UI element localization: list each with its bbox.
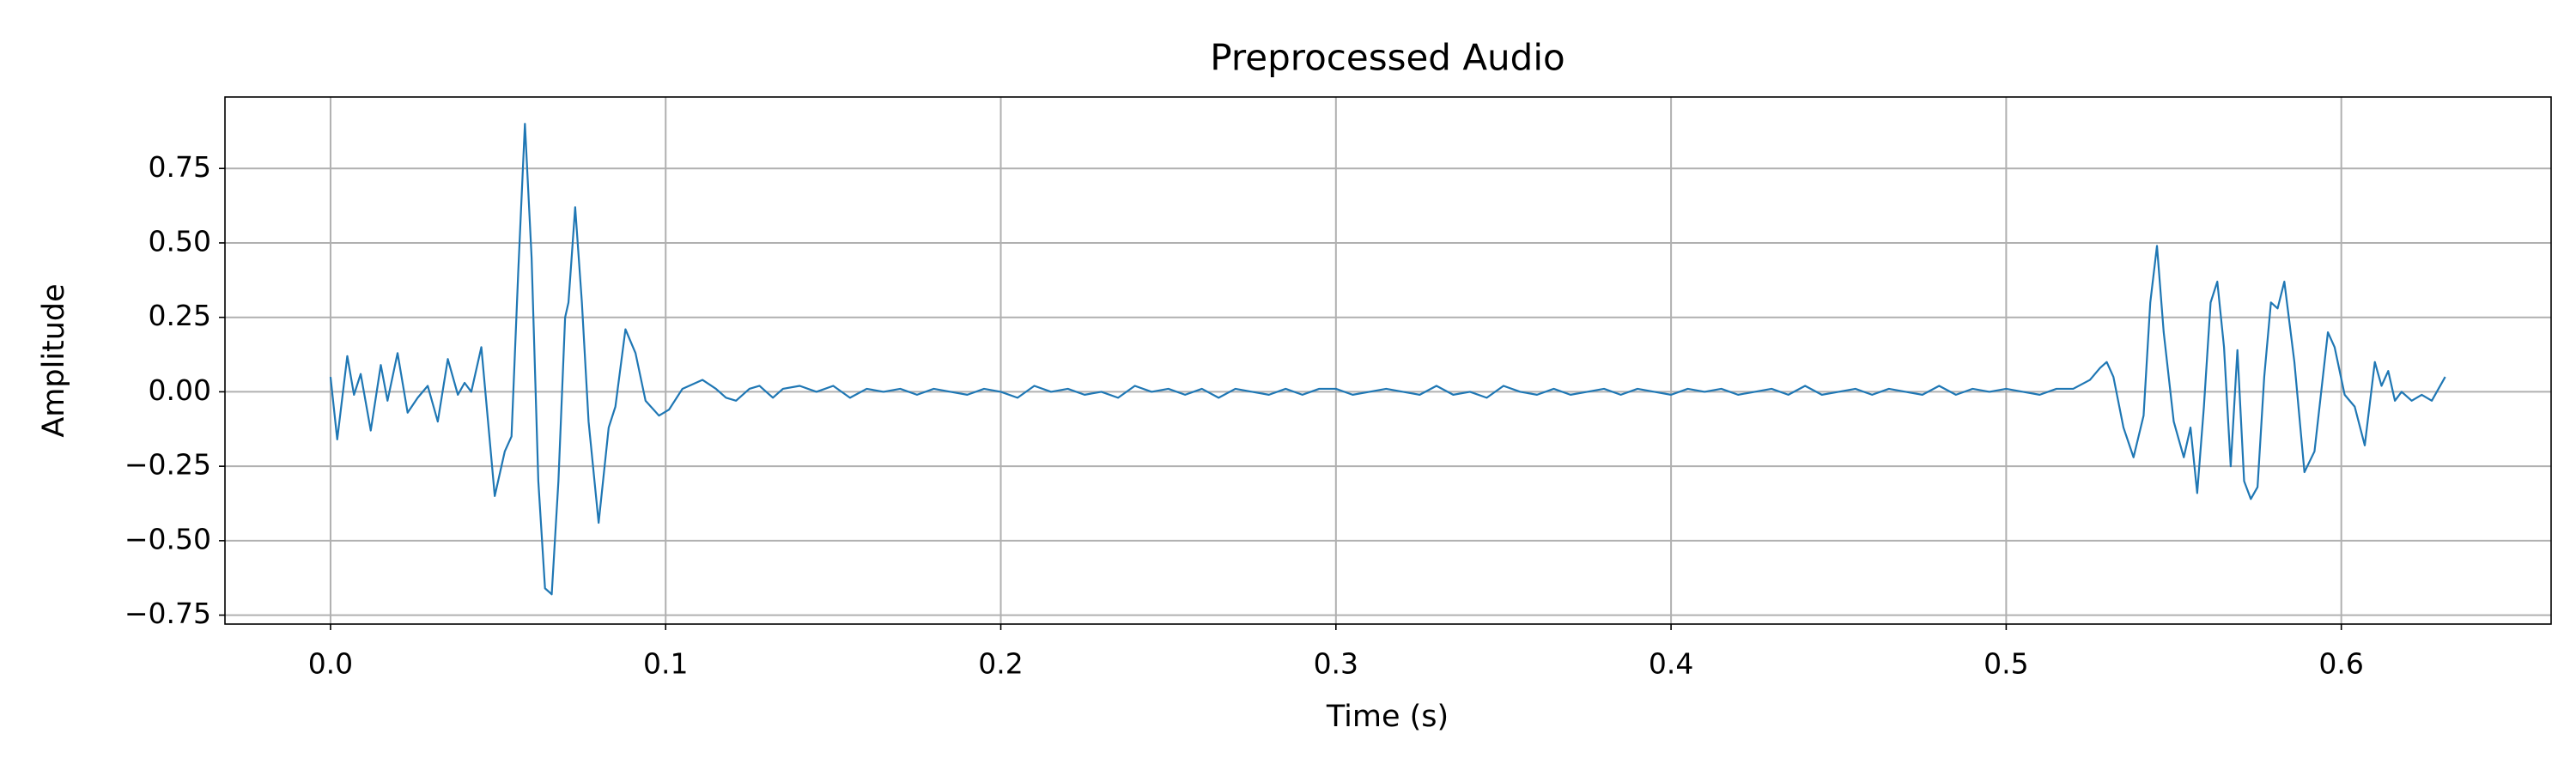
chart-title: Preprocessed Audio <box>1210 37 1564 79</box>
y-tick-label: −0.75 <box>125 597 211 630</box>
y-tick-label: −0.25 <box>125 448 211 482</box>
x-axis-label: Time (s) <box>1326 700 1449 734</box>
y-tick-label: 0.00 <box>149 373 211 407</box>
y-tick-label: −0.50 <box>125 522 211 555</box>
x-tick-label: 0.0 <box>308 647 353 681</box>
y-axis-label: Amplitude <box>37 283 71 437</box>
x-tick-label: 0.4 <box>1649 647 1693 681</box>
x-tick-label: 0.2 <box>978 647 1023 681</box>
y-tick-label: 0.25 <box>149 299 211 332</box>
x-tick-label: 0.5 <box>1984 647 2028 681</box>
x-tick-label: 0.6 <box>2318 647 2363 681</box>
x-tick-label: 0.1 <box>643 647 688 681</box>
y-tick-label: 0.50 <box>149 224 211 258</box>
x-tick-label: 0.3 <box>1314 647 1358 681</box>
plot-frame <box>224 96 2552 625</box>
series-line <box>329 123 2446 596</box>
y-tick-label: 0.75 <box>149 150 211 184</box>
